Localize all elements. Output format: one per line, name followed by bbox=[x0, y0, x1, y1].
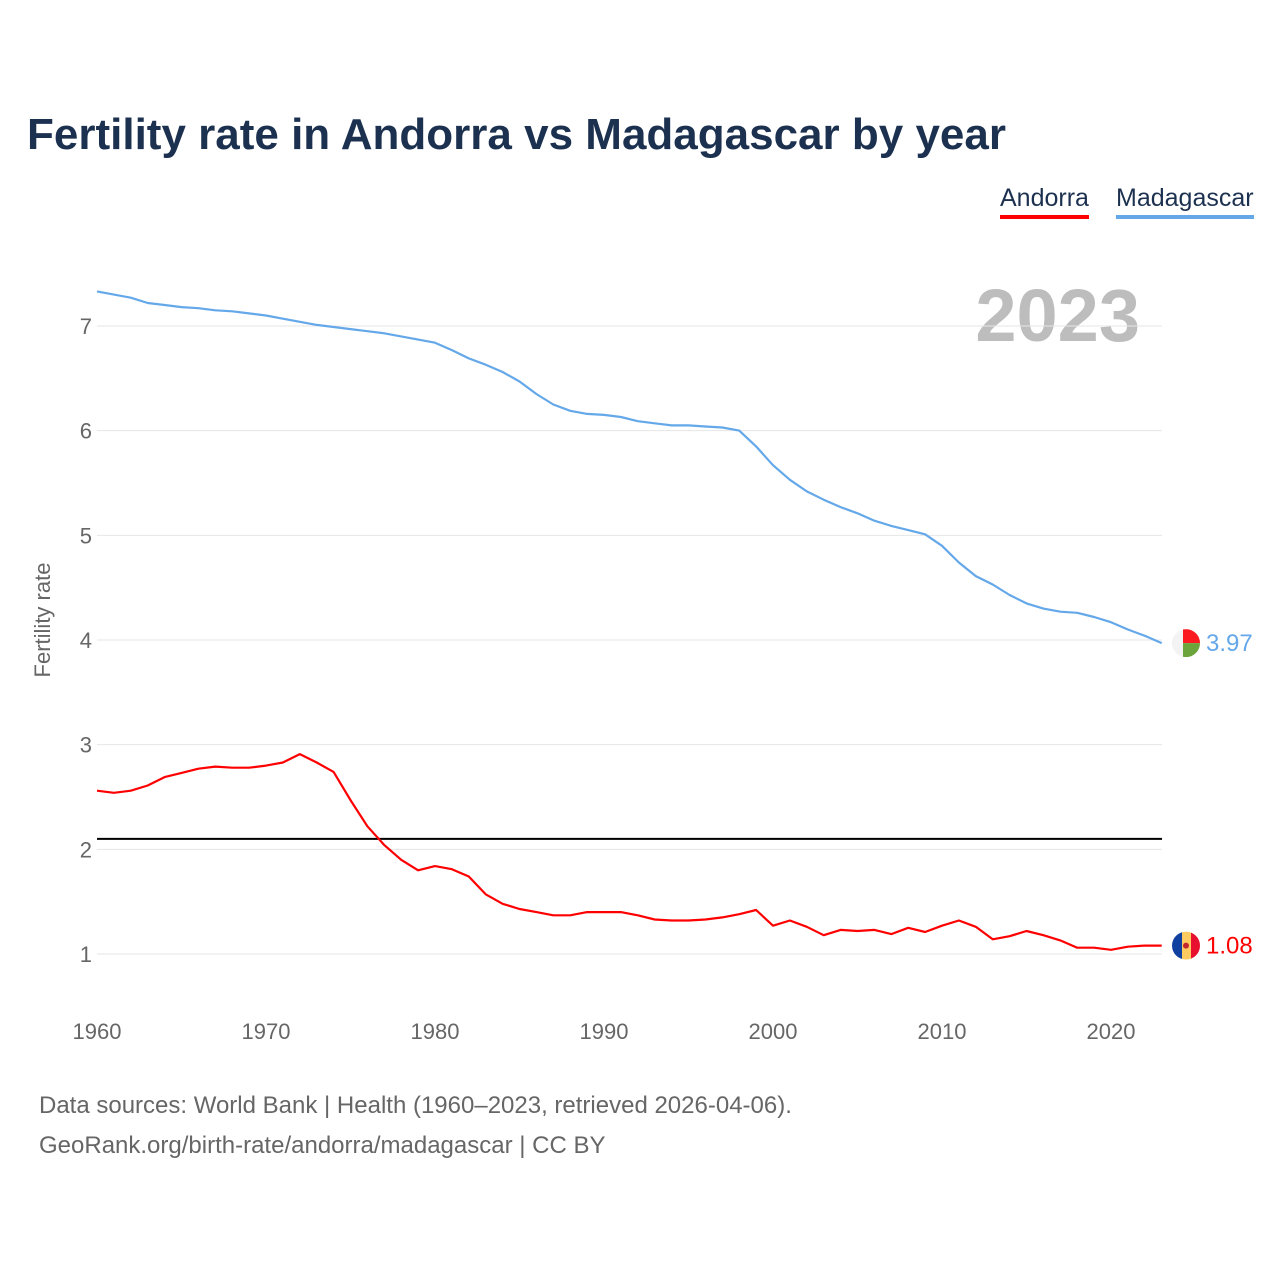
y-axis-label: Fertility rate bbox=[30, 563, 55, 678]
y-tick-label: 2 bbox=[80, 837, 92, 862]
y-tick-label: 1 bbox=[80, 942, 92, 967]
data-source: Data sources: World Bank | Health (1960–… bbox=[39, 1092, 792, 1119]
x-tick-label: 1980 bbox=[411, 1019, 460, 1044]
y-tick-label: 6 bbox=[80, 419, 92, 444]
y-tick-label: 4 bbox=[80, 628, 92, 653]
end-value-label: 3.97 bbox=[1206, 630, 1253, 657]
flag-icon-andorra bbox=[1172, 931, 1200, 960]
source-link[interactable]: GeoRank.org/birth-rate/andorra/madagasca… bbox=[39, 1132, 606, 1159]
chart-title: Fertility rate in Andorra vs Madagascar … bbox=[27, 110, 1006, 159]
legend-andorra[interactable]: Andorra bbox=[1000, 184, 1089, 219]
series-line-madagascar bbox=[96, 290, 1163, 645]
footer: Data sources: World Bank | Health (1960–… bbox=[39, 1086, 792, 1166]
legend-madagascar[interactable]: Madagascar bbox=[1116, 184, 1254, 219]
x-tick-label: 2020 bbox=[1087, 1019, 1136, 1044]
x-tick-label: 1960 bbox=[73, 1019, 122, 1044]
x-tick-label: 1970 bbox=[242, 1019, 291, 1044]
x-tick-label: 2010 bbox=[918, 1019, 967, 1044]
y-tick-label: 5 bbox=[80, 523, 92, 548]
x-tick-label: 1990 bbox=[580, 1019, 629, 1044]
x-tick-label: 2000 bbox=[749, 1019, 798, 1044]
end-value-label: 1.08 bbox=[1206, 933, 1253, 960]
y-tick-label: 7 bbox=[80, 314, 92, 339]
flag-icon-madagascar bbox=[1172, 629, 1200, 658]
year-watermark: 2023 bbox=[975, 274, 1140, 357]
series-line-andorra bbox=[96, 752, 1162, 951]
y-tick-label: 3 bbox=[80, 733, 92, 758]
